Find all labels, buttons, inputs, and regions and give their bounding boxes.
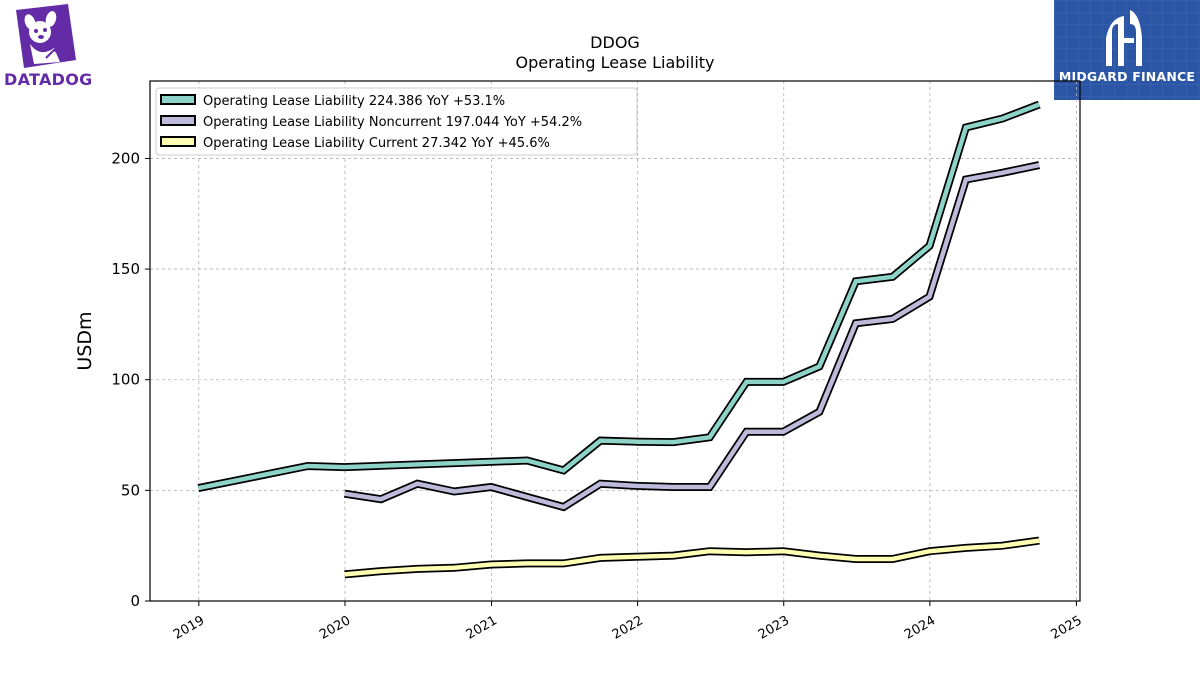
series-line-outline xyxy=(197,100,1041,493)
midgard-finance-logo: MIDGARD FINANCE xyxy=(1054,0,1200,100)
series-line-stroke xyxy=(197,102,1041,491)
legend-swatch xyxy=(160,94,196,105)
legend-box xyxy=(155,87,638,156)
legend-entry: Operating Lease Liability Current 27.342… xyxy=(203,136,550,151)
chart-title: DDOG xyxy=(590,33,640,52)
x-tick-label: 2019 xyxy=(171,613,207,643)
x-tick-label: 2025 xyxy=(1049,613,1085,643)
x-tick-label: 2020 xyxy=(317,613,353,643)
series-layer xyxy=(197,100,1041,579)
x-tick-label: 2024 xyxy=(902,613,938,643)
y-tick-label: 200 xyxy=(111,149,140,167)
grid-lines xyxy=(150,81,1080,602)
chart-subtitle: Operating Lease Liability xyxy=(515,53,714,72)
midgard-mark-icon xyxy=(1106,10,1142,66)
series-line-1 xyxy=(344,161,1041,512)
y-tick-label: 100 xyxy=(111,371,140,389)
x-tick-label: 2022 xyxy=(610,613,646,643)
x-axis: 2019 2020 2021 2022 2023 2024 2025 xyxy=(171,601,1085,643)
legend-entry: Operating Lease Liability Noncurrent 197… xyxy=(203,115,582,130)
legend: Operating Lease Liability 224.386 YoY +5… xyxy=(155,87,638,156)
datadog-dog-icon xyxy=(16,4,76,68)
series-line-stroke xyxy=(344,162,1040,510)
x-tick-label: 2021 xyxy=(464,613,500,643)
datadog-logo: DATADOG xyxy=(0,0,95,95)
y-axis-label: USDm xyxy=(74,311,96,370)
x-tick-label: 2023 xyxy=(756,613,792,643)
legend-entry: Operating Lease Liability 224.386 YoY +5… xyxy=(203,94,505,109)
datadog-logo-text: DATADOG xyxy=(4,70,93,89)
plot-frame xyxy=(149,80,1081,602)
series-line-2 xyxy=(344,536,1040,579)
series-line-0 xyxy=(197,100,1041,493)
y-tick-label: 0 xyxy=(130,592,140,610)
y-axis: 0 50 100 150 200 xyxy=(111,149,150,610)
legend-swatch xyxy=(160,136,196,147)
y-tick-label: 50 xyxy=(121,481,140,499)
y-tick-label: 150 xyxy=(111,260,140,278)
legend-swatch xyxy=(160,115,196,126)
series-line-stroke xyxy=(344,538,1040,577)
midgard-logo-text: MIDGARD FINANCE xyxy=(1058,69,1196,84)
